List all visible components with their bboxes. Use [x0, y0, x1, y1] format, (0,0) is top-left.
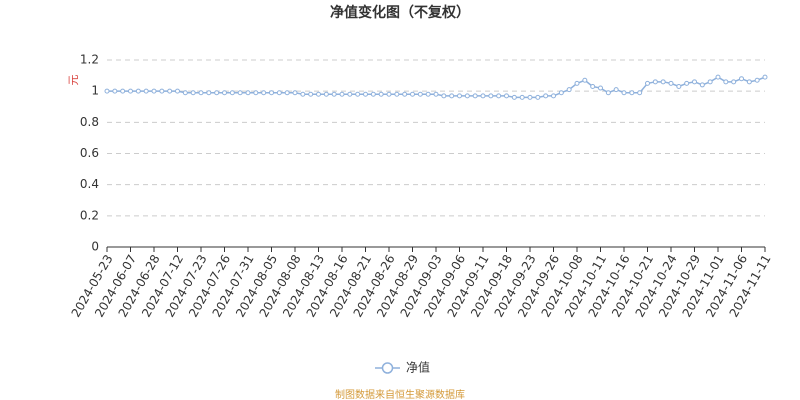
data-point — [496, 93, 502, 99]
data-point — [723, 79, 729, 85]
data-point — [245, 90, 251, 96]
data-point — [582, 77, 588, 83]
data-point — [120, 88, 126, 94]
data-point — [457, 93, 462, 99]
data-point — [699, 82, 705, 88]
data-point — [253, 90, 259, 96]
source-note: 制图数据来自恒生聚源数据库 — [335, 388, 465, 400]
data-point — [182, 90, 188, 96]
data-point — [637, 90, 643, 96]
data-point — [762, 74, 768, 80]
data-point — [394, 91, 400, 97]
data-point — [167, 88, 173, 94]
data-point — [676, 83, 682, 89]
data-point — [143, 88, 149, 94]
data-point — [668, 80, 674, 86]
data-point — [449, 93, 455, 99]
data-point — [488, 93, 494, 99]
data-point — [754, 77, 760, 83]
data-point — [198, 90, 204, 96]
data-point — [739, 76, 744, 82]
data-point — [527, 94, 533, 100]
data-point — [433, 91, 439, 97]
data-point — [558, 90, 564, 96]
data-point — [535, 94, 541, 100]
data-point — [543, 93, 549, 99]
data-point — [112, 88, 118, 94]
y-tick-label: 0.2 — [80, 208, 99, 222]
data-point — [261, 90, 267, 96]
data-point — [605, 90, 611, 96]
data-point — [590, 83, 596, 89]
y-tick-label: 0.8 — [80, 115, 99, 129]
data-point — [128, 88, 133, 94]
data-point — [511, 94, 517, 100]
data-point — [323, 91, 329, 97]
data-point — [566, 87, 572, 93]
data-point — [370, 91, 376, 97]
data-point — [316, 91, 321, 97]
data-point — [190, 90, 196, 96]
data-point — [402, 91, 408, 97]
data-point — [519, 94, 525, 100]
data-point — [269, 90, 274, 96]
data-point — [104, 88, 110, 94]
chart-title: 净值变化图（不复权） — [330, 4, 470, 21]
data-point — [464, 93, 470, 99]
data-point — [347, 91, 353, 97]
data-point — [355, 91, 361, 97]
data-point — [731, 79, 737, 85]
data-point — [331, 91, 337, 97]
data-point — [417, 91, 423, 97]
data-point — [621, 90, 627, 96]
data-point — [159, 88, 165, 94]
data-point — [425, 91, 431, 97]
data-point — [276, 90, 282, 96]
data-point — [378, 91, 384, 97]
data-point — [206, 90, 212, 96]
data-point — [692, 79, 697, 85]
data-point — [480, 93, 486, 99]
data-point — [339, 91, 345, 97]
data-point — [598, 85, 603, 91]
y-axis-label: 元 — [67, 75, 80, 86]
data-point — [504, 93, 509, 99]
legend-marker — [381, 362, 394, 374]
data-point — [229, 90, 235, 96]
data-point — [684, 80, 690, 86]
data-point — [551, 93, 556, 99]
data-point — [386, 91, 392, 97]
data-point — [300, 91, 306, 97]
data-point — [652, 79, 658, 85]
data-point — [707, 79, 713, 85]
y-tick-label: 0.4 — [80, 177, 99, 191]
data-point — [629, 90, 635, 96]
y-tick-label: 1 — [91, 84, 99, 98]
data-point — [574, 80, 580, 86]
data-point — [222, 90, 227, 96]
y-tick-label: 0.6 — [80, 146, 99, 160]
data-point — [645, 80, 650, 86]
data-point — [613, 87, 619, 93]
data-point — [715, 74, 721, 80]
legend-label: 净值 — [406, 360, 430, 375]
data-point — [175, 88, 180, 94]
data-point — [660, 79, 666, 85]
data-point — [214, 90, 220, 96]
data-point — [472, 93, 478, 99]
data-point — [151, 88, 157, 94]
data-point — [284, 90, 290, 96]
data-point — [237, 90, 243, 96]
y-tick-label: 0 — [91, 240, 99, 254]
y-tick-label: 1.2 — [80, 53, 99, 67]
data-point — [410, 91, 415, 97]
data-point — [308, 91, 314, 97]
data-point — [292, 90, 298, 96]
data-point — [746, 79, 752, 85]
data-point — [363, 91, 368, 97]
data-point — [441, 93, 447, 99]
data-point — [135, 88, 141, 94]
